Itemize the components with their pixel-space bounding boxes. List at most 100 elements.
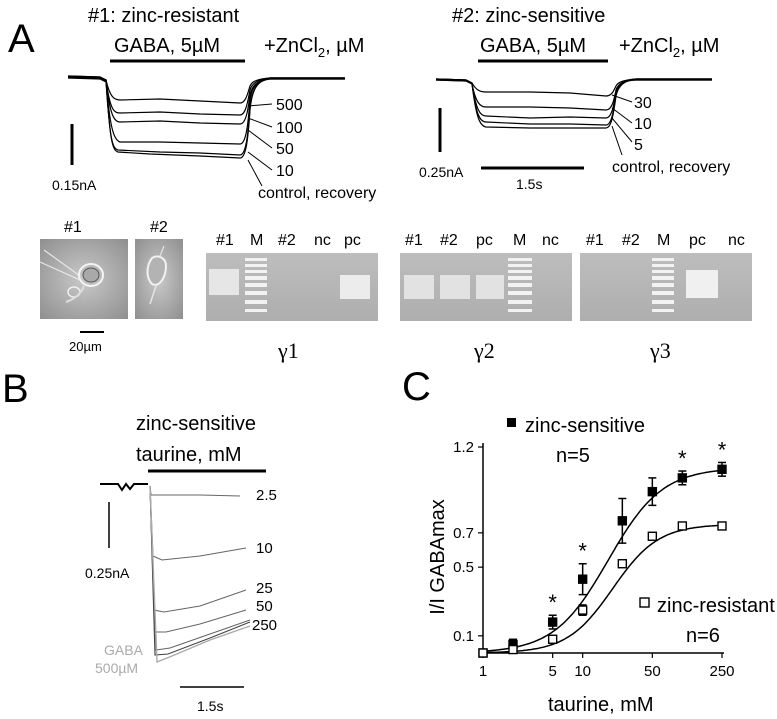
gel-gamma2: #1 #2 pc M nc γ2 — [400, 232, 572, 363]
cell2-current-scale-label: 0.25nA — [419, 164, 464, 180]
legend-open-square-icon — [639, 597, 650, 608]
panel-b-trace-label-2-5: 2.5 — [256, 487, 277, 504]
panel-b-stimulus-label: taurine, mM — [136, 444, 242, 466]
cell1-trace-label-500: 500 — [276, 97, 303, 114]
gel-gamma1: #1 M #2 nc pc γ1 — [206, 232, 378, 363]
x-tick-label: 5 — [548, 663, 556, 680]
legend-zinc-sensitive-label: zinc-sensitive — [525, 415, 645, 437]
panel-b-current-traces — [100, 482, 251, 664]
cell2-trace-label-5: 5 — [634, 137, 643, 154]
filled-square-point — [617, 516, 628, 526]
y-axis-label: I/I GABAmax — [427, 499, 449, 615]
panel-b-trace-label-250: 250 — [252, 617, 277, 634]
legend-filled-square-icon — [507, 418, 516, 427]
legend-zinc-resistant-label: zinc-resistant — [657, 595, 775, 617]
gel3-lane-label-5: nc — [728, 232, 745, 249]
gel1-lane-label-4: nc — [314, 232, 331, 249]
cell1-trace-label-10: 10 — [276, 163, 294, 180]
panel-b-letter: B — [2, 367, 29, 411]
cell2-current-traces — [435, 78, 712, 129]
gel3-lane-label-2: #2 — [622, 232, 640, 249]
x-tick-label: 250 — [709, 663, 734, 680]
gel3-subunit-label: γ3 — [649, 338, 671, 363]
filled-square-point — [677, 473, 688, 483]
photo-scale-label: 20µm — [69, 339, 102, 354]
open-square-point — [478, 648, 488, 658]
cell2-trace-label-control: control, recovery — [612, 159, 730, 176]
panel-c-letter: C — [402, 365, 431, 409]
cell1-trace-label-100: 100 — [276, 120, 303, 137]
y-tick-label: 0.5 — [453, 559, 474, 576]
photo2-label: #2 — [150, 219, 168, 236]
cell2-trace-label-30: 30 — [634, 95, 652, 112]
panel-b-trace-label-25: 25 — [256, 580, 273, 597]
open-square-point — [617, 559, 628, 569]
panel-b-trace-label-50: 50 — [256, 598, 273, 615]
cell2-zinc-label: +ZnCl2, µM — [619, 35, 719, 60]
cell-photo-2 — [135, 239, 183, 319]
cell2-time-scale-label: 1.5s — [516, 176, 542, 192]
gel2-lane-label-3: pc — [476, 232, 493, 249]
cell1-zinc-label: +ZnCl2, µM — [264, 35, 364, 60]
significance-asterisk: * — [678, 446, 687, 471]
open-square-point — [508, 644, 518, 655]
gel1-lane-label-2: M — [250, 232, 263, 249]
cell1-stimulus-label: GABA, 5µM — [114, 35, 220, 57]
open-square-point — [547, 634, 558, 644]
gel-gamma3: #1 #2 M pc nc γ3 — [580, 232, 752, 363]
x-axis-label: taurine, mM — [548, 694, 654, 716]
significance-asterisk: * — [548, 590, 557, 615]
filled-square-point — [717, 464, 727, 475]
filled-square-point — [647, 486, 658, 497]
cell1-label-leaders — [247, 103, 273, 187]
gel1-subunit-label: γ1 — [277, 338, 299, 363]
significance-asterisk: * — [718, 437, 727, 462]
photo1-label: #1 — [64, 219, 82, 236]
x-tick-label: 10 — [574, 663, 591, 680]
panel-b-gaba-label: GABA — [104, 642, 144, 658]
cell2-label-leaders — [611, 94, 633, 156]
gel1-lane-label-5: pc — [344, 232, 361, 249]
y-tick-label: 1.2 — [453, 439, 474, 456]
cell1-current-scale-label: 0.15nA — [52, 177, 97, 193]
panel-b-gaba-concentration: 500µM — [95, 660, 138, 676]
x-tick-label: 50 — [644, 663, 661, 680]
gel3-lane-label-3: M — [657, 232, 670, 249]
panel-b-current-scale-label: 0.25nA — [85, 565, 130, 581]
legend-zinc-sensitive-n: n=5 — [556, 445, 590, 467]
dose-response-chart: zinc-sensitive n=5 zinc-resistant n=6 ta… — [427, 415, 775, 716]
cell1-trace-label-50: 50 — [276, 141, 294, 158]
gel2-lane-label-5: nc — [542, 232, 559, 249]
filled-square-point — [547, 617, 558, 627]
open-square-point — [577, 605, 588, 615]
gel2-lane-label-4: M — [513, 232, 526, 249]
gel3-lane-label-4: pc — [689, 232, 706, 249]
gel1-lane-label-3: #2 — [278, 232, 296, 249]
gel2-subunit-label: γ2 — [473, 338, 495, 363]
filled-square-point — [577, 574, 588, 584]
open-square-point — [677, 521, 688, 531]
panel-b-title: zinc-sensitive — [136, 413, 256, 435]
gel3-lane-label-1: #1 — [586, 232, 604, 249]
panel-b-time-scale-label: 1.5s — [197, 698, 223, 714]
gel2-lane-label-1: #1 — [405, 232, 423, 249]
gel1-lane-label-1: #1 — [216, 232, 234, 249]
x-tick-label: 1 — [479, 663, 487, 680]
cell2-title: #2: zinc-sensitive — [452, 5, 605, 27]
cell1-trace-label-control: control, recovery — [258, 185, 376, 202]
y-tick-label: 0.7 — [453, 525, 474, 542]
legend-zinc-resistant-n: n=6 — [686, 625, 720, 647]
open-square-point — [717, 521, 727, 531]
cell1-current-traces — [67, 75, 345, 159]
open-square-point — [647, 531, 658, 541]
cell2-trace-label-10: 10 — [634, 116, 652, 133]
cell1-title: #1: zinc-resistant — [88, 5, 240, 27]
y-tick-label: 0.1 — [453, 628, 474, 645]
panel-a-letter: A — [8, 17, 35, 61]
gel2-lane-label-2: #2 — [440, 232, 458, 249]
cell2-stimulus-label: GABA, 5µM — [480, 35, 586, 57]
significance-asterisk: * — [578, 539, 587, 564]
panel-b-trace-label-10: 10 — [256, 540, 273, 557]
cell-photo-1 — [39, 239, 128, 319]
